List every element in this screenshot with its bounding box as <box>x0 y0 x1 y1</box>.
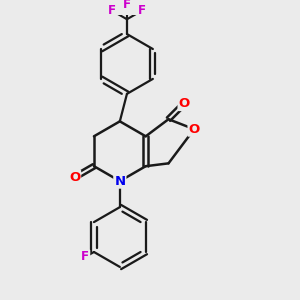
Text: O: O <box>178 97 190 110</box>
Text: F: F <box>138 4 146 17</box>
Text: F: F <box>81 250 89 263</box>
Text: F: F <box>108 4 116 17</box>
Text: O: O <box>188 123 200 136</box>
Text: N: N <box>114 175 125 188</box>
Text: O: O <box>69 171 80 184</box>
Text: F: F <box>123 0 131 11</box>
